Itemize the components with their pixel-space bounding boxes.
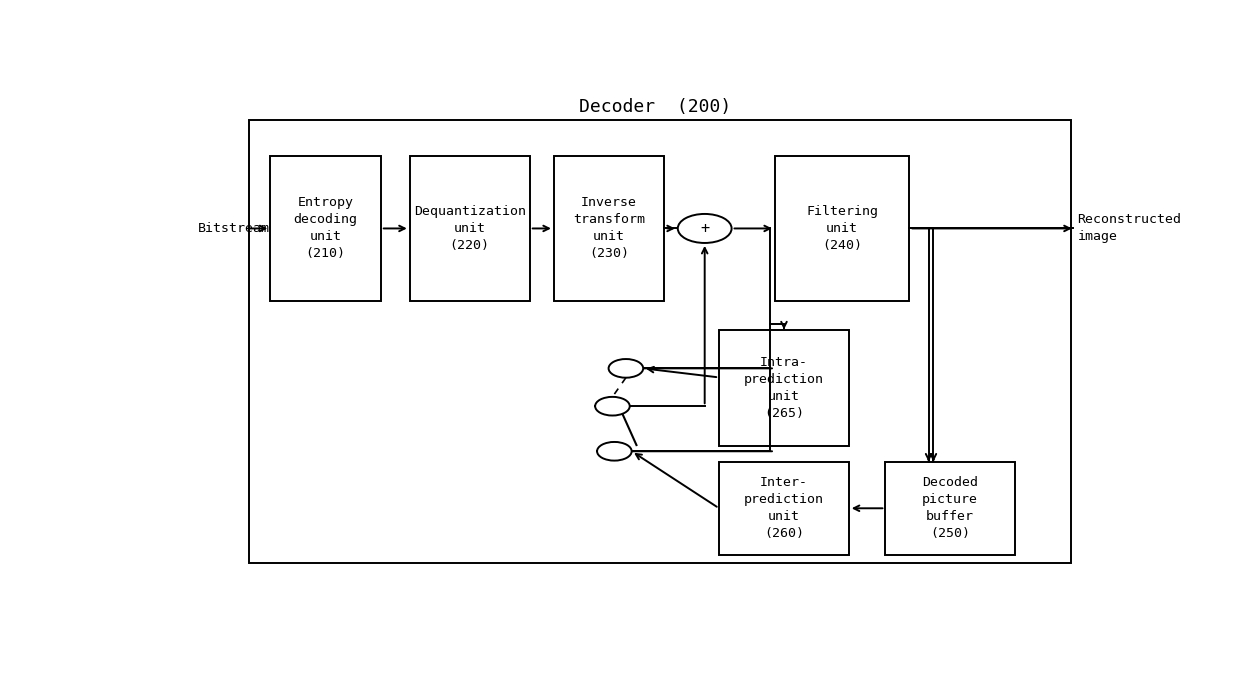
Bar (270, 156, 381, 301)
Text: Filtering
unit
(240): Filtering unit (240) (806, 205, 878, 252)
Text: Bitstream: Bitstream (198, 222, 270, 235)
Text: Dequantization
unit
(220): Dequantization unit (220) (414, 205, 526, 252)
Text: Entropy
decoding
unit
(210): Entropy decoding unit (210) (294, 197, 357, 260)
Circle shape (596, 442, 631, 460)
Bar (775, 156, 909, 301)
Bar (249, 120, 1071, 563)
Text: Decoder  (200): Decoder (200) (579, 98, 730, 116)
Bar (554, 156, 665, 301)
Text: Inter-
prediction
unit
(260): Inter- prediction unit (260) (744, 476, 823, 540)
Bar (409, 156, 529, 301)
Text: Intra-
prediction
unit
(265): Intra- prediction unit (265) (744, 356, 823, 420)
Text: Decoded
picture
buffer
(250): Decoded picture buffer (250) (923, 476, 978, 540)
Circle shape (609, 359, 644, 378)
Text: Reconstructed
image: Reconstructed image (1078, 213, 1182, 244)
Circle shape (595, 397, 630, 415)
Bar (719, 330, 849, 446)
Bar (885, 462, 1016, 555)
Text: Inverse
transform
unit
(230): Inverse transform unit (230) (573, 197, 645, 260)
Bar (719, 462, 849, 555)
Circle shape (678, 214, 732, 243)
Text: +: + (701, 221, 709, 236)
